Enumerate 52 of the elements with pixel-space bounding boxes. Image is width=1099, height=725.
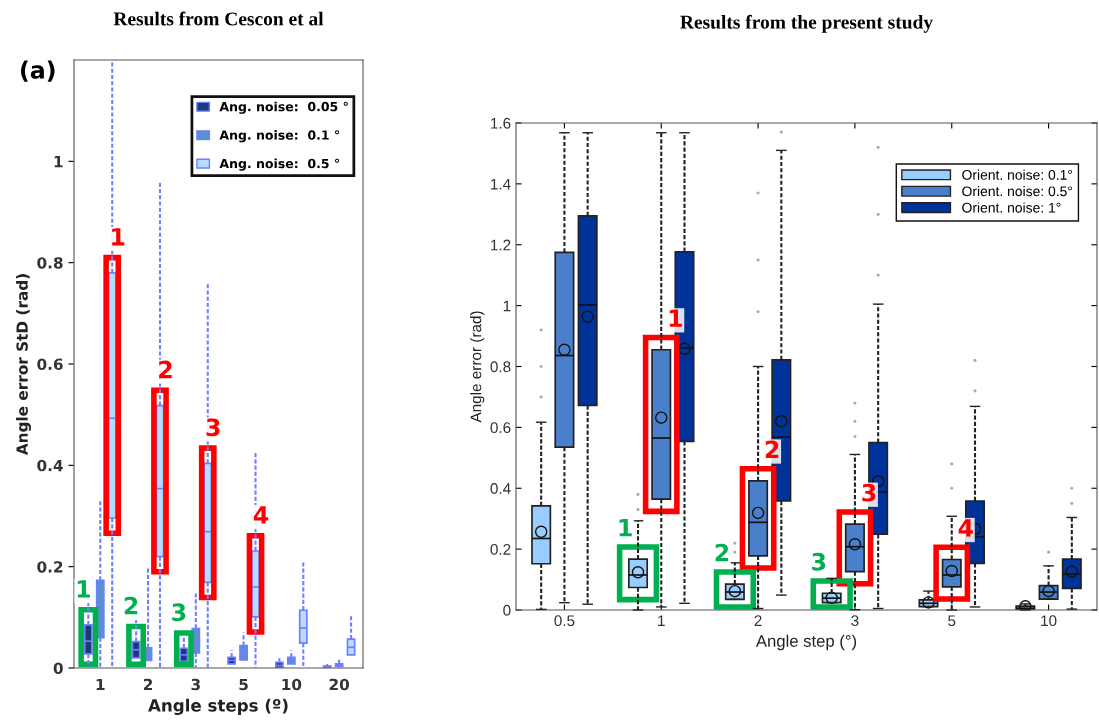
- legend-label: Ang. noise: 0.05 °: [219, 101, 348, 114]
- annotation: 4: [958, 519, 973, 537]
- text: (a): [21, 60, 55, 82]
- x-tick-label: 2: [754, 615, 762, 626]
- y-tick-label: 1.6: [491, 117, 511, 129]
- legend-label: Orient. noise: 0.5°: [962, 186, 1073, 197]
- annotation: 1: [619, 519, 632, 537]
- annotation: 1: [77, 580, 90, 598]
- x-tick-label: 5: [239, 678, 248, 691]
- annotation: 1: [669, 309, 682, 327]
- legend-label: Ang. noise: 0.5 °: [219, 158, 340, 171]
- x-tick-label: 20: [329, 678, 350, 691]
- chart-title: Results from the present study: [680, 14, 933, 33]
- x-tick-label: 2: [143, 678, 153, 691]
- x-axis-title: Angle steps (º): [148, 698, 288, 716]
- x-tick-label: 1: [96, 678, 105, 691]
- y-tick-label: 1.4: [491, 178, 511, 190]
- annotation: 2: [765, 440, 779, 459]
- legend-label: Ang. noise: 0.1 °: [219, 130, 340, 143]
- y-axis-title: Angle error StD (rad): [16, 274, 31, 456]
- x-tick-label: 10: [282, 678, 302, 691]
- annotation: 3: [862, 483, 876, 502]
- legend-label: Orient. noise: 0.1°: [962, 169, 1073, 180]
- x-tick-label: 1: [658, 615, 665, 626]
- x-tick-label: 0.5: [554, 615, 575, 627]
- x-axis-title: Angle step (°): [755, 634, 857, 651]
- y-tick-label: 0.8: [37, 257, 63, 269]
- annotation: 2: [159, 360, 172, 379]
- y-axis-title: Angle error (rad): [470, 311, 485, 423]
- x-tick-label: 3: [851, 615, 859, 627]
- y-tick-label: 0.8: [490, 361, 511, 373]
- annotation: 3: [812, 552, 826, 571]
- chart-title: Results from Cescon et al: [113, 11, 324, 26]
- annotation: 2: [715, 543, 729, 562]
- x-tick-label: 10: [1041, 615, 1057, 627]
- x-tick-label: 5: [948, 615, 956, 627]
- legend-label: Orient. noise: 1°: [962, 202, 1061, 213]
- annotation: 1: [112, 228, 125, 246]
- y-tick-label: 0.4: [37, 459, 63, 472]
- y-tick-label: 0.6: [37, 358, 63, 371]
- y-tick-label: 1: [503, 300, 511, 312]
- annotation: 4: [253, 506, 269, 524]
- y-tick-label: 1.2: [491, 239, 511, 251]
- y-tick-label: 0: [53, 662, 63, 675]
- annotation: 3: [206, 418, 220, 437]
- y-tick-label: 0.4: [490, 483, 511, 494]
- y-tick-label: 0.2: [490, 543, 511, 555]
- y-tick-label: 0: [503, 604, 511, 616]
- y-tick-label: 0.2: [37, 561, 63, 573]
- y-tick-label: 0.6: [490, 422, 511, 434]
- y-tick-label: 1: [54, 156, 63, 168]
- x-tick-label: 3: [191, 678, 200, 691]
